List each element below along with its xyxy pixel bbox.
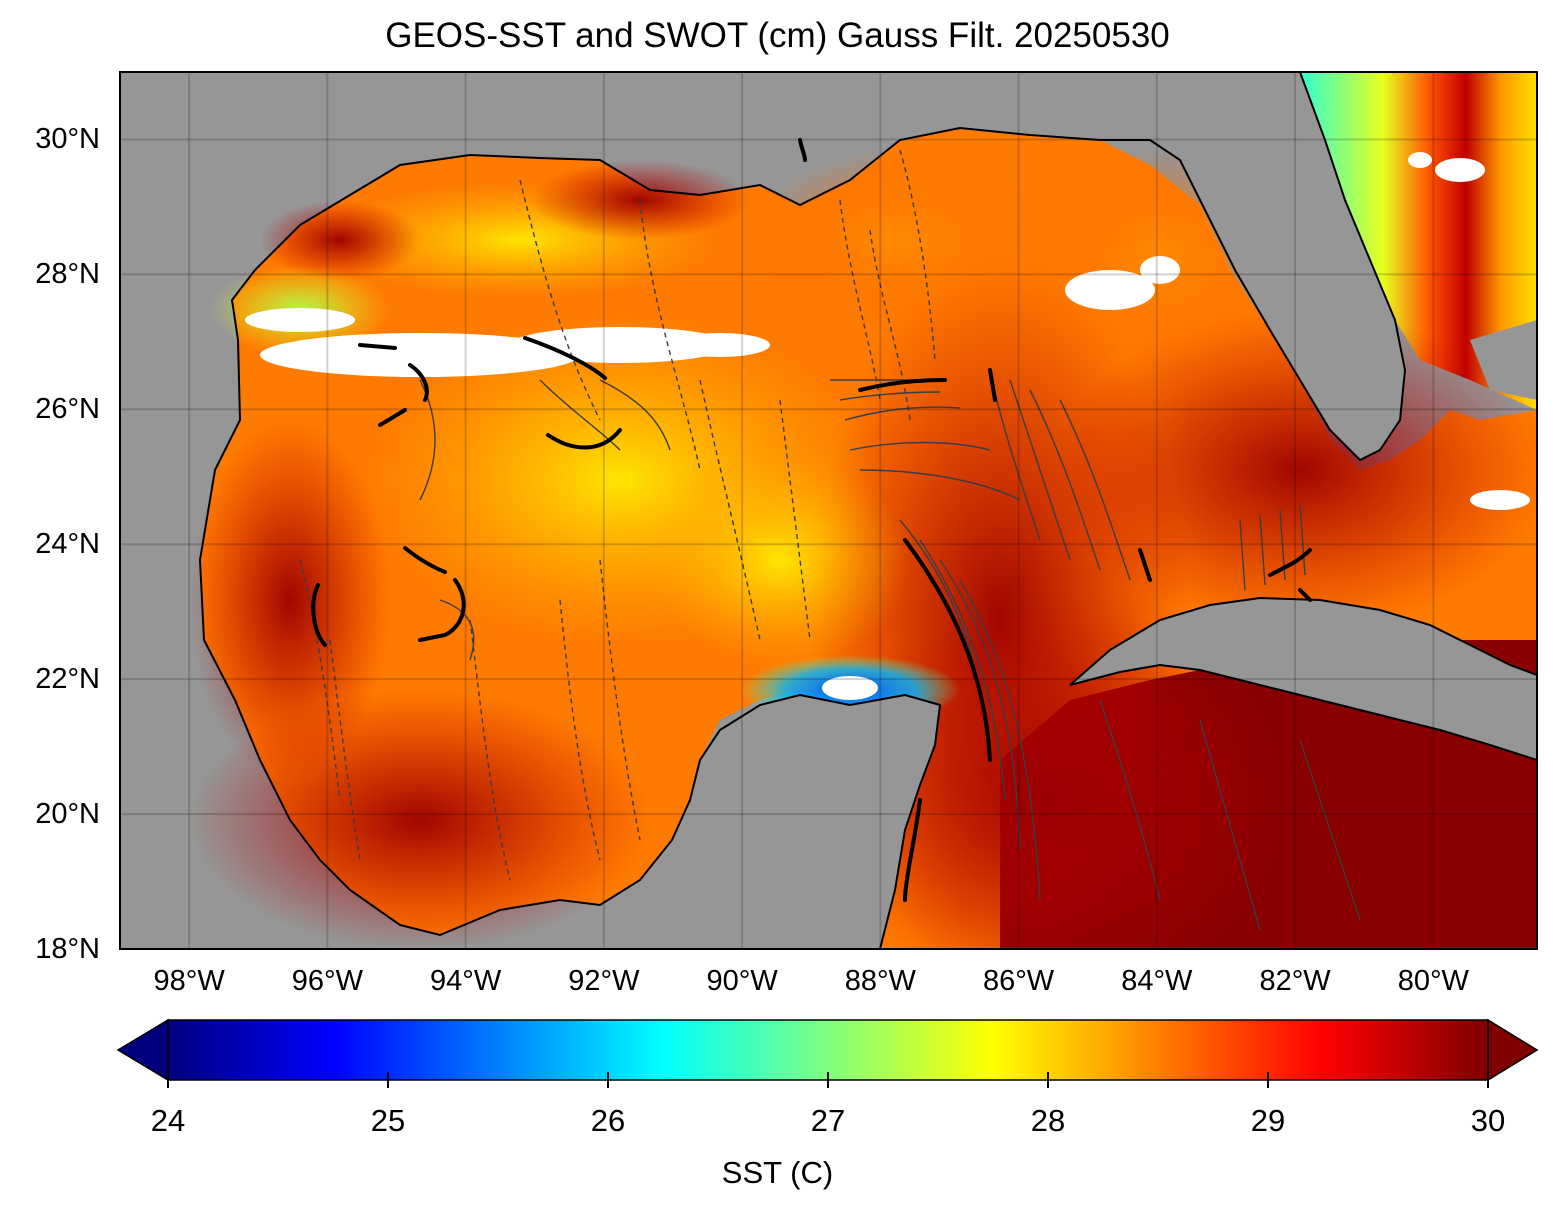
florida-land xyxy=(1100,72,1405,460)
colorbar-tick-label: 26 xyxy=(590,1103,626,1138)
longitude-label: 82°W xyxy=(1259,965,1331,997)
longitude-label: 88°W xyxy=(844,965,916,997)
latitude-label: 26°N xyxy=(35,393,100,426)
western-gulf-warm xyxy=(190,420,390,780)
texas-coast-red xyxy=(260,200,420,280)
map-title: GEOS-SST and SWOT (cm) Gauss Filt. 20250… xyxy=(385,16,1170,55)
yucatan-land xyxy=(690,695,940,949)
colorbar-tick-label: 27 xyxy=(810,1103,846,1138)
atlantic-water xyxy=(1300,72,1537,410)
colorbar-tick-label: 29 xyxy=(1250,1103,1286,1138)
colorbar-low-extension xyxy=(116,1018,169,1082)
northeast-gulf-orange xyxy=(750,150,1050,330)
longitude-label: 92°W xyxy=(568,965,640,997)
colorbar-gradient xyxy=(167,1019,1489,1081)
longitude-label: 80°W xyxy=(1397,965,1469,997)
colorbar-ticks xyxy=(167,1072,1489,1088)
longitude-label: 86°W xyxy=(982,965,1055,997)
latitude-label: 22°N xyxy=(35,663,100,696)
latitude-label: 24°N xyxy=(35,528,100,561)
map-gridlines xyxy=(120,72,1537,949)
florida-strait-warm xyxy=(1050,310,1537,630)
colorbar-tick-label: 24 xyxy=(150,1103,186,1138)
longitude-label: 98°W xyxy=(153,965,225,997)
colorbar-tick-label: 30 xyxy=(1470,1103,1506,1138)
latitude-label: 30°N xyxy=(35,123,100,156)
longitude-label: 96°W xyxy=(291,965,363,997)
swot-contours xyxy=(299,149,1361,931)
latitude-label: 20°N xyxy=(35,798,100,831)
eastern-gulf-yellow xyxy=(650,450,910,670)
map-frame xyxy=(119,71,1538,950)
coastline xyxy=(198,72,1407,641)
colorbar-label: SST (C) xyxy=(721,1155,834,1190)
colorbar-tick-label: 25 xyxy=(370,1103,406,1138)
cuba-land xyxy=(1070,598,1537,760)
colorbar-tick-label: 28 xyxy=(1030,1103,1066,1138)
no-data-clouds xyxy=(245,152,1530,700)
longitude-label: 94°W xyxy=(429,965,502,997)
swot-zero-contours xyxy=(311,138,1312,902)
latitude-label: 28°N xyxy=(35,258,100,291)
bahamas-land xyxy=(1470,320,1537,400)
longitude-label: 90°W xyxy=(706,965,778,997)
colorbar-high-extension xyxy=(1487,1018,1539,1082)
latitude-label: 18°N xyxy=(35,933,100,965)
longitude-label: 84°W xyxy=(1121,965,1193,997)
